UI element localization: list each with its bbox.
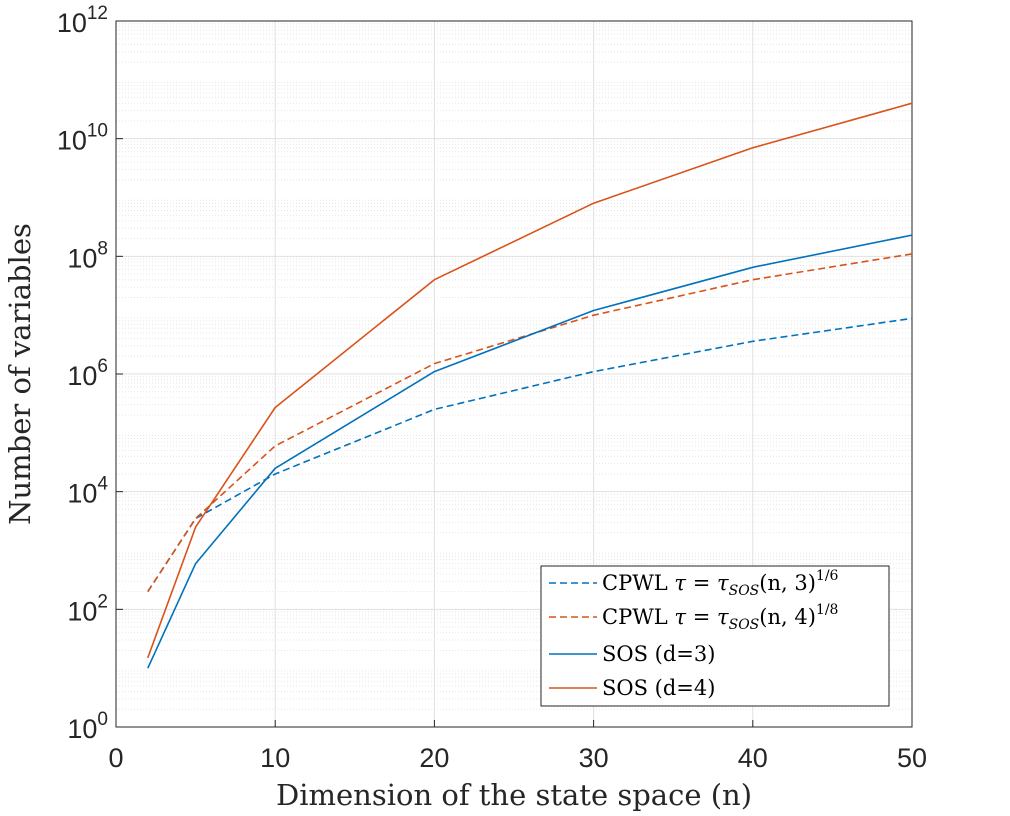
legend-label-4: SOS (d=4) (602, 676, 715, 700)
x-tick-label: 30 (579, 743, 609, 773)
series-line-3 (147, 234, 913, 669)
y-tick-label: 102 (67, 591, 108, 626)
x-tick-label: 50 (897, 743, 927, 773)
series-line-2 (147, 253, 913, 593)
x-tick-label: 20 (419, 743, 449, 773)
legend-box (540, 565, 890, 707)
x-axis-ticks: 0 10 20 30 40 50 (108, 720, 927, 773)
series-line-1 (147, 317, 913, 593)
y-tick-label: 1010 (57, 121, 108, 156)
y-tick-label: 1012 (57, 3, 108, 38)
x-tick-label: 0 (108, 743, 123, 773)
y-tick-label: 100 (67, 709, 108, 744)
legend-label-1: CPWL τ = τSOS(n, 3)1/6 (602, 568, 839, 599)
y-tick-label: 104 (67, 474, 108, 509)
x-axis-label: Dimension of the state space (n) (276, 778, 752, 812)
y-axis-ticks: 100 102 104 106 108 1010 1012 (57, 3, 123, 744)
y-axis-label: Number of variables (3, 223, 37, 525)
x-tick-label: 10 (260, 743, 290, 773)
series-line-4 (147, 102, 913, 659)
y-tick-label: 108 (67, 238, 108, 273)
series-lines (147, 102, 913, 669)
legend-label-3: SOS (d=3) (602, 642, 715, 666)
x-tick-label: 40 (738, 743, 768, 773)
y-tick-label: 106 (67, 356, 108, 391)
legend-label-2: CPWL τ = τSOS(n, 4)1/8 (602, 602, 838, 633)
